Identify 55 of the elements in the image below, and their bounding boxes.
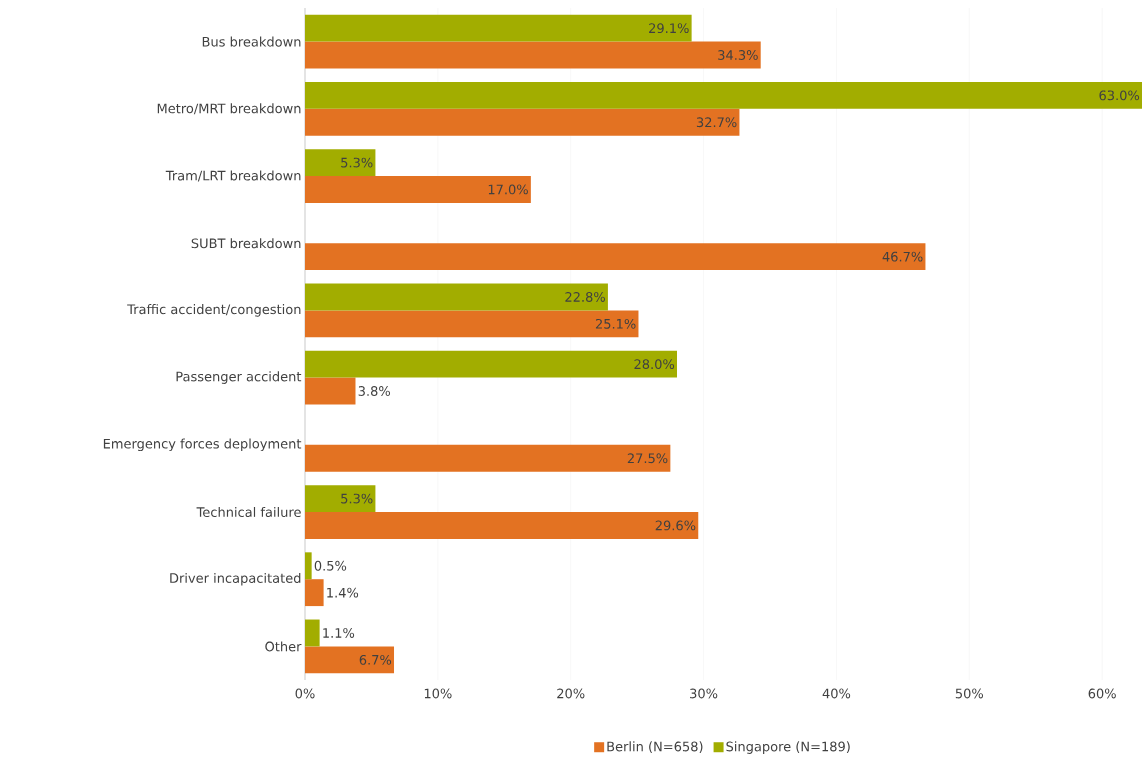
data-label: 5.3% [341,493,373,504]
y-tick-label: Bus breakdown [202,36,301,47]
bar [305,243,926,271]
bar [305,444,671,472]
data-label: 22.8% [565,292,605,302]
y-tick-label: Other [265,641,302,652]
bar [305,646,395,674]
legend-label: Berlin (N=658) [607,741,703,753]
data-label: 0.5% [314,560,347,571]
bar [305,350,677,378]
data-label: 5.3% [341,157,373,168]
x-tick-label: 60% [1088,688,1116,699]
y-tick-label: Technical failure [196,506,301,518]
y-tick-label: Passenger accident [176,371,302,384]
bar [305,14,692,42]
bar [305,108,740,136]
data-label: 27.5% [627,453,668,464]
y-tick-label: Tram/LRT breakdown [165,170,301,182]
bar [305,176,531,203]
bar [305,81,1142,109]
data-label: 32.7% [696,117,737,128]
bar [305,310,639,338]
data-label: 1.1% [323,628,355,638]
y-tick-label: Metro/MRT breakdown [157,103,301,115]
data-label: 29.6% [655,520,696,531]
x-tick-label: 10% [424,688,452,699]
bar [305,512,699,539]
x-tick-label: 30% [690,688,718,699]
y-tick-label: Driver incapacitated [170,572,301,586]
x-tick-label: 40% [822,688,851,699]
y-tick-label: SUBT breakdown [191,238,301,249]
bar [305,149,376,176]
data-label: 1.4% [327,587,359,598]
data-label: 3.8% [358,386,390,396]
bar [305,579,324,607]
data-label: 29.1% [649,23,689,34]
y-tick-label: Emergency forces deployment [103,438,302,452]
bar [305,485,376,513]
legend-label: Singapore (N=189) [726,741,850,754]
data-label: 46.7% [882,251,923,262]
bar [305,619,320,647]
bar [305,41,761,69]
bar [305,552,312,580]
data-label: 25.1% [595,318,636,329]
x-tick-label: 20% [557,688,585,699]
x-tick-label: 50% [955,688,984,699]
data-label: 28.0% [634,359,675,370]
data-label: 34.3% [718,50,758,60]
data-label: 6.7% [359,654,392,665]
bar [305,283,608,311]
y-tick-label: Traffic accident/congestion [127,304,301,317]
bar [305,377,356,405]
data-label: 63.0% [1099,90,1140,101]
data-label: 17.0% [488,184,528,195]
x-tick-label: 0% [295,688,315,699]
